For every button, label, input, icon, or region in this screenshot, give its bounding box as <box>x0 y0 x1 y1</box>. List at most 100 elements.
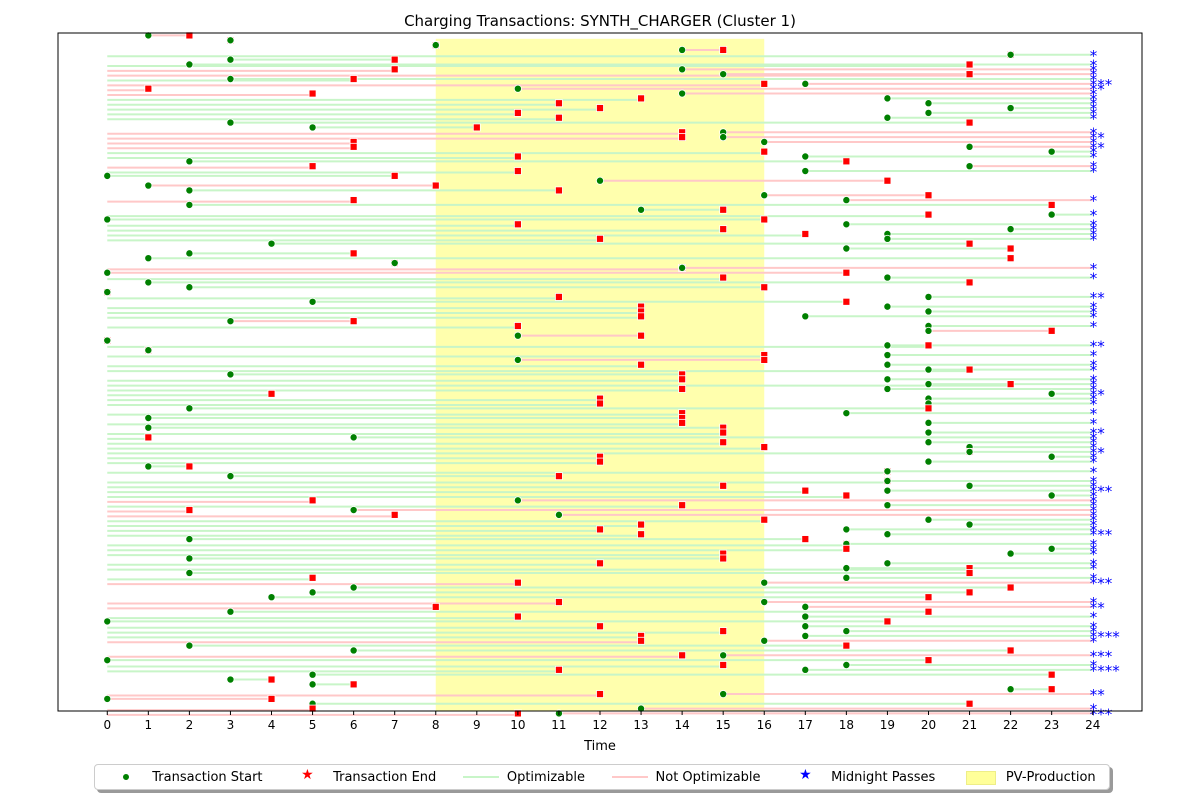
midnight-pass-label: * <box>1090 609 1098 627</box>
transaction-end-marker <box>760 79 769 88</box>
x-tick-label: 18 <box>839 718 854 732</box>
midnight-pass-label: * <box>1090 463 1098 481</box>
transaction-start-marker <box>349 646 358 655</box>
transaction-start-marker <box>185 283 194 292</box>
transaction-end-marker <box>760 147 769 156</box>
transaction-start-marker <box>144 278 153 287</box>
midnight-pass-label: * <box>1090 439 1098 457</box>
x-tick-label: 22 <box>1003 718 1018 732</box>
transaction-end-marker <box>596 559 604 568</box>
transaction-start-marker <box>185 186 194 195</box>
transaction-start-marker <box>103 617 112 626</box>
transaction-end-marker <box>1047 685 1056 694</box>
transaction-start-marker <box>226 675 235 684</box>
midnight-pass-label: * <box>1090 570 1098 588</box>
transaction-start-marker <box>924 438 933 447</box>
transaction-start-marker <box>760 578 769 587</box>
transaction-end-marker <box>842 641 851 650</box>
transaction-end-marker <box>719 481 728 490</box>
midnight-pass-label: *** <box>1090 647 1113 665</box>
transaction-start-marker <box>308 680 317 689</box>
midnight-pass-label: *** <box>1090 76 1113 94</box>
transaction-start-marker <box>883 476 892 485</box>
midnight-pass-label: * <box>1090 100 1098 118</box>
midnight-pass-label: * <box>1090 381 1098 399</box>
transaction-end-marker <box>596 104 604 112</box>
legend-item-not-optimizable: Not Optimizable <box>611 770 761 785</box>
transaction-end-marker <box>719 438 728 447</box>
transaction-start-marker <box>144 181 153 190</box>
transaction-end-marker <box>1006 380 1015 389</box>
midnight-pass-label: * <box>1090 618 1098 636</box>
transaction-end-marker <box>883 176 892 185</box>
midnight-pass-label: *** <box>1090 526 1113 544</box>
transaction-end-marker <box>719 46 728 54</box>
x-tick-label: 11 <box>551 718 566 732</box>
transaction-end-marker <box>1006 254 1015 263</box>
timeline-chart: ****************************************… <box>57 31 1143 754</box>
transaction-start-marker <box>1047 147 1056 156</box>
transaction-end-marker <box>719 205 728 214</box>
transaction-start-marker <box>678 65 687 74</box>
x-tick-label: 19 <box>880 718 895 732</box>
midnight-pass-label: * <box>1090 362 1098 380</box>
legend-label: Midnight Passes <box>831 769 936 785</box>
legend-item-pv: PV-Production <box>962 770 1096 785</box>
star-icon: ★ <box>301 767 314 783</box>
transaction-start-marker <box>103 171 112 180</box>
transaction-start-marker <box>513 355 522 364</box>
transaction-start-marker <box>226 607 235 616</box>
transaction-end-marker <box>513 578 522 587</box>
transaction-start-marker <box>1006 549 1015 558</box>
x-tick-label: 23 <box>1044 718 1059 732</box>
midnight-pass-label: * <box>1090 541 1098 559</box>
transaction-start-marker <box>185 157 194 166</box>
transaction-start-marker <box>226 317 235 326</box>
transaction-end-marker <box>924 404 933 413</box>
transaction-start-marker <box>801 167 810 176</box>
transaction-end-marker <box>801 486 810 495</box>
transaction-start-marker <box>308 670 317 679</box>
x-tick-label: 13 <box>633 718 648 732</box>
transaction-end-marker <box>760 443 769 451</box>
legend-item-end: ★ Transaction End <box>289 767 436 785</box>
x-tick-label: 3 <box>227 718 235 732</box>
midnight-pass-label: * <box>1090 270 1098 288</box>
transaction-start-marker <box>842 525 851 534</box>
transaction-start-marker <box>185 568 194 577</box>
midnight-pass-label: * <box>1090 134 1098 152</box>
transaction-start-marker <box>185 554 194 563</box>
midnight-pass-label: * <box>1090 216 1098 234</box>
midnight-pass-label: * <box>1090 47 1098 65</box>
transaction-start-marker <box>226 118 235 127</box>
midnight-pass-label: * <box>1090 657 1098 675</box>
x-tick-label: 24 <box>1085 718 1100 732</box>
transaction-start-marker <box>883 360 892 369</box>
transaction-start-marker <box>267 593 276 602</box>
midnight-pass-label: * <box>1090 502 1098 520</box>
transaction-start-marker <box>883 351 892 360</box>
midnight-pass-label: * <box>1090 71 1098 89</box>
transaction-start-marker <box>390 259 399 268</box>
transaction-start-marker <box>924 307 933 316</box>
transaction-start-marker <box>103 288 112 297</box>
midnight-pass-label: * <box>1090 207 1098 225</box>
start-marker-icon <box>108 770 144 784</box>
transaction-start-marker <box>678 89 687 98</box>
transaction-start-marker <box>842 409 851 418</box>
midnight-pass-label: * <box>1090 405 1098 423</box>
transaction-start-marker <box>513 496 522 505</box>
transaction-end-marker <box>390 171 399 180</box>
transaction-start-marker <box>596 176 605 185</box>
transaction-start-marker <box>760 598 769 607</box>
midnight-pass-label: ** <box>1090 386 1106 404</box>
transaction-end-marker <box>965 239 974 248</box>
transaction-start-marker <box>226 55 235 64</box>
transaction-start-marker <box>883 94 892 103</box>
transaction-end-marker <box>924 191 933 200</box>
transaction-start-marker <box>1006 50 1015 59</box>
transaction-start-marker <box>924 418 933 427</box>
transaction-start-marker <box>678 45 687 54</box>
midnight-pass-label: * <box>1090 66 1098 84</box>
legend-item-optimizable: Optimizable <box>462 770 585 785</box>
